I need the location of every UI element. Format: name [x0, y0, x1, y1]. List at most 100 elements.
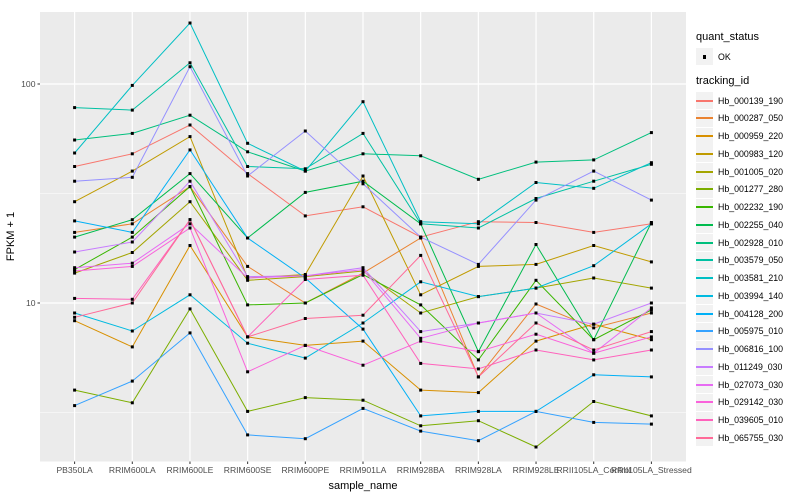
data-point — [476, 226, 480, 230]
legend-item-Hb_005975_010: Hb_005975_010 — [696, 322, 798, 341]
line-key-icon — [696, 109, 713, 127]
legend-item-Hb_000983_120: Hb_000983_120 — [696, 145, 798, 163]
data-point — [476, 222, 480, 226]
data-point — [73, 106, 77, 110]
legend-item-label: Hb_005975_010 — [718, 326, 784, 337]
legend-item-label: Hb_003994_140 — [718, 290, 784, 301]
data-point — [303, 396, 307, 400]
data-point — [592, 358, 596, 362]
legend-item-label: Hb_027073_030 — [718, 379, 784, 390]
legend-item-label: Hb_003581_210 — [718, 273, 784, 284]
data-point — [592, 351, 596, 355]
data-point — [303, 278, 307, 281]
x-tick-label: RRIM600SE — [224, 465, 272, 475]
line-key-icon — [696, 145, 713, 163]
data-point — [592, 276, 596, 280]
data-point — [476, 262, 480, 266]
y-tick-label: 10 — [26, 298, 36, 308]
data-point — [73, 138, 77, 142]
data-point — [592, 326, 596, 330]
data-point — [592, 169, 596, 173]
data-point — [130, 345, 134, 349]
line-key-icon — [696, 216, 713, 234]
data-point — [649, 222, 653, 226]
data-point — [130, 401, 134, 405]
legend-item-Hb_000287_050: Hb_000287_050 — [696, 109, 798, 128]
data-point — [188, 331, 192, 335]
data-point — [534, 321, 538, 325]
line-key-icon — [696, 305, 713, 323]
data-point — [303, 129, 307, 133]
data-point — [419, 330, 423, 334]
x-tick-label: RRIM928BA — [397, 465, 445, 475]
data-point — [188, 293, 192, 297]
data-point — [188, 135, 192, 139]
data-point — [73, 151, 77, 155]
data-point — [188, 218, 192, 222]
color-line-glyph — [696, 188, 713, 191]
data-point — [246, 276, 250, 280]
line-key-icon — [696, 393, 713, 411]
data-point — [476, 439, 480, 443]
color-line-glyph — [696, 294, 713, 297]
data-point — [188, 179, 192, 183]
legend-item-Hb_002232_190: Hb_002232_190 — [696, 198, 798, 216]
line-key-icon — [696, 287, 713, 305]
legend-item-quant-OK: OK — [696, 48, 798, 66]
legend-item-Hb_001277_280: Hb_001277_280 — [696, 180, 798, 199]
data-point — [361, 179, 365, 183]
data-point — [188, 148, 192, 152]
data-point — [73, 219, 77, 223]
point-key-icon — [696, 48, 713, 66]
data-point — [73, 250, 77, 254]
color-line-glyph — [696, 401, 713, 404]
color-line-glyph — [696, 135, 713, 138]
data-point — [649, 306, 653, 310]
data-point — [361, 313, 365, 317]
data-point — [534, 339, 538, 343]
data-point — [592, 322, 596, 326]
legend-item-Hb_027073_030: Hb_027073_030 — [696, 376, 798, 394]
data-point — [73, 179, 77, 183]
data-point — [649, 422, 653, 426]
data-point — [246, 174, 250, 178]
legend-item-label: Hb_002928_010 — [718, 237, 784, 248]
data-point — [361, 266, 365, 270]
legend-item-Hb_002928_010: Hb_002928_010 — [696, 234, 798, 252]
data-point — [188, 185, 192, 189]
data-point — [130, 222, 134, 226]
color-line-glyph — [696, 170, 713, 173]
data-point — [73, 315, 77, 319]
legend-item-label: Hb_006816_100 — [718, 344, 784, 355]
data-point — [419, 339, 423, 343]
legend-tracking-id-title: tracking_id — [696, 74, 750, 87]
line-key-icon — [696, 127, 713, 145]
x-tick-label: RRII105LA_Stressed — [611, 465, 692, 475]
legend-item-label: Hb_000983_120 — [718, 148, 784, 159]
legend-item-label: Hb_000287_050 — [718, 113, 784, 124]
data-point — [303, 356, 307, 360]
data-point — [649, 198, 653, 202]
data-point — [592, 158, 596, 162]
line-key-icon — [696, 251, 713, 269]
data-point — [419, 388, 423, 392]
data-point — [649, 286, 653, 290]
legend-item-Hb_001005_020: Hb_001005_020 — [696, 163, 798, 181]
data-point — [188, 172, 192, 176]
data-point — [188, 244, 192, 247]
data-point — [361, 152, 365, 156]
color-line-glyph — [696, 99, 713, 102]
data-point — [419, 280, 423, 284]
legend-quant-status-title: quant_status — [696, 31, 759, 43]
data-point — [649, 131, 653, 135]
data-point — [303, 343, 307, 347]
color-line-glyph — [696, 348, 713, 351]
data-point — [73, 200, 77, 204]
legend-item-Hb_003579_050: Hb_003579_050 — [696, 251, 798, 270]
data-point — [361, 174, 365, 178]
data-point — [534, 311, 538, 315]
x-tick-label: RRIM600LA — [109, 465, 156, 475]
legend-item-label: Hb_000959_220 — [718, 131, 784, 142]
data-point — [73, 296, 77, 300]
